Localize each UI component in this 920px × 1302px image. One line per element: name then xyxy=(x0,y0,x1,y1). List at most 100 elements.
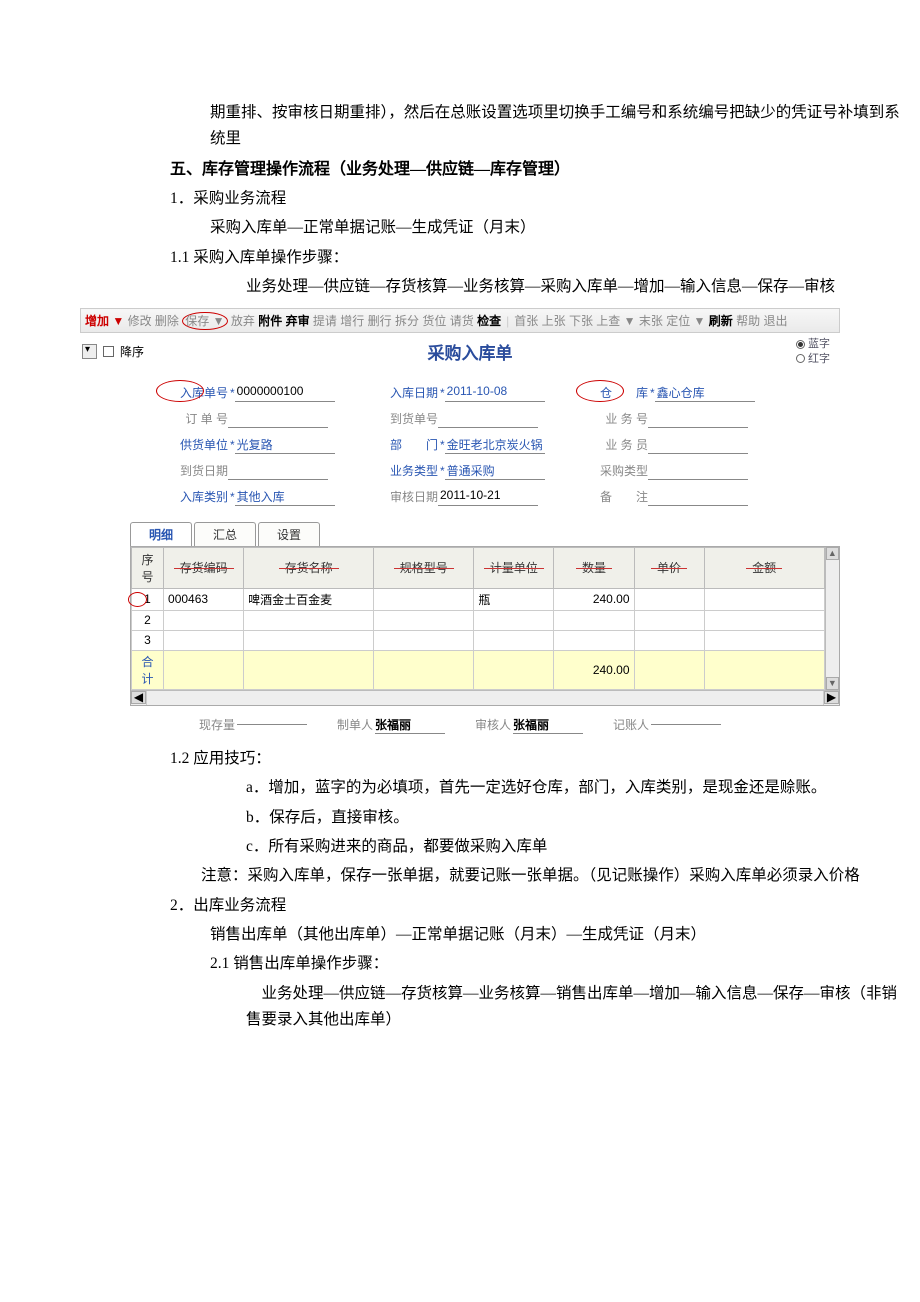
item-1-flow: 采购入库单—正常单据记账—生成凭证（月末） xyxy=(10,215,910,241)
color-radio-group: 蓝字 红字 xyxy=(796,337,838,366)
cell-r1-price[interactable] xyxy=(634,610,704,630)
toolbar-上查[interactable]: 上查 ▼ xyxy=(596,314,635,328)
field-value-业 务 号[interactable] xyxy=(648,410,748,428)
checker-label: 审核人 xyxy=(475,716,511,733)
radio-red[interactable] xyxy=(796,354,805,363)
toolbar-删行[interactable]: 删行 xyxy=(368,314,392,328)
continuation-text: 期重排、按审核日期重排），然后在总账设置选项里切换手工编号和系统编号把缺少的凭证… xyxy=(10,100,910,153)
toolbar: 增加 ▼ 修改 删除 保存 ▼ 放弃 附件 弃审 提请 增行 删行 拆分 货位 … xyxy=(80,308,840,333)
toolbar-修改[interactable]: 修改 xyxy=(128,314,152,328)
cell-r2-price[interactable] xyxy=(634,630,704,650)
field-value-到货单号[interactable] xyxy=(438,410,538,428)
cell-r1-code[interactable] xyxy=(164,610,244,630)
col-存货名称: 存货名称 xyxy=(244,547,374,588)
footer-fields: 现存量 制单人张福丽 审核人张福丽 记账人 xyxy=(80,706,840,740)
field-label-业 务 号: 业 务 号 xyxy=(580,410,648,427)
cell-r1-amt[interactable] xyxy=(704,610,824,630)
field-value-业 务 员[interactable] xyxy=(648,436,748,454)
scroll-down-icon[interactable]: ▼ xyxy=(826,677,839,690)
sort-label: 降序 xyxy=(120,343,144,360)
vertical-scrollbar[interactable]: ▲ ▼ xyxy=(825,547,839,690)
toolbar-首张[interactable]: 首张 xyxy=(514,314,538,328)
toolbar-增加[interactable]: 增加 ▼ xyxy=(85,314,124,328)
cell-r2-unit[interactable] xyxy=(474,630,554,650)
total-cell-3 xyxy=(374,650,474,689)
toolbar-退出[interactable]: 退出 xyxy=(764,314,788,328)
toolbar-末张[interactable]: 末张 xyxy=(639,314,663,328)
cell-r0-spec[interactable] xyxy=(374,588,474,610)
toolbar-帮助[interactable]: 帮助 xyxy=(736,314,760,328)
total-cell-0: 合计 xyxy=(132,650,164,689)
field-value-部 门[interactable]: 金旺老北京炭火锅 xyxy=(445,436,545,454)
cell-r2-n[interactable]: 3 xyxy=(132,630,164,650)
toolbar-请货[interactable]: 请货 xyxy=(450,314,474,328)
cell-r2-code[interactable] xyxy=(164,630,244,650)
horizontal-scrollbar[interactable]: ◀ ▶ xyxy=(131,690,839,705)
checker-value: 张福丽 xyxy=(513,716,583,734)
field-value-采购类型[interactable] xyxy=(648,462,748,480)
field-label-备 注: 备 注 xyxy=(580,488,648,505)
field-value-入库日期[interactable]: 2011-10-08 xyxy=(445,384,545,402)
cell-r0-name[interactable]: 啤酒金士百金麦 xyxy=(244,588,374,610)
total-cell-4 xyxy=(474,650,554,689)
field-label-到货单号: 到货单号 xyxy=(370,410,438,427)
toolbar-检查[interactable]: 检查 xyxy=(477,314,501,328)
tip-a: a．增加，蓝字的为必填项，首先一定选好仓库，部门，入库类别，是现金还是赊账。 xyxy=(10,775,910,801)
toolbar-拆分[interactable]: 拆分 xyxy=(395,314,419,328)
toolbar-刷新[interactable]: 刷新 xyxy=(709,314,733,328)
cell-r1-n[interactable]: 2 xyxy=(132,610,164,630)
scroll-left-icon[interactable]: ◀ xyxy=(131,691,146,704)
stock-value xyxy=(237,724,307,725)
field-value-备 注[interactable] xyxy=(648,488,748,506)
dropdown-icon[interactable] xyxy=(82,344,97,359)
toolbar-保存[interactable]: 保存 ▼ xyxy=(185,314,224,328)
toolbar-下张[interactable]: 下张 xyxy=(569,314,593,328)
field-value-审核日期[interactable]: 2011-10-21 xyxy=(438,488,538,506)
sort-checkbox[interactable] xyxy=(103,346,114,357)
cell-r2-qty[interactable] xyxy=(554,630,634,650)
cell-r1-name[interactable] xyxy=(244,610,374,630)
tab-summary[interactable]: 汇总 xyxy=(194,522,256,546)
col-单价: 单价 xyxy=(634,547,704,588)
field-value-到货日期[interactable] xyxy=(228,462,328,480)
section-5-heading: 五、库存管理操作流程（业务处理—供应链—库存管理） xyxy=(10,156,910,183)
form-fields: 入库单号 *0000000100入库日期 *2011-10-08仓 库 *鑫心仓… xyxy=(80,372,840,518)
cell-r0-amt[interactable] xyxy=(704,588,824,610)
cell-r0-n[interactable]: 1 xyxy=(132,588,164,610)
cell-r2-spec[interactable] xyxy=(374,630,474,650)
stock-label: 现存量 xyxy=(199,716,235,733)
toolbar-上张[interactable]: 上张 xyxy=(542,314,566,328)
toolbar-放弃[interactable]: 放弃 xyxy=(231,314,255,328)
field-value-入库单号[interactable]: 0000000100 xyxy=(235,384,335,402)
cell-r1-spec[interactable] xyxy=(374,610,474,630)
cell-r0-code[interactable]: 000463 xyxy=(164,588,244,610)
field-value-业务类型[interactable]: 普通采购 xyxy=(445,462,545,480)
item-2: 2．出库业务流程 xyxy=(10,893,910,919)
cell-r1-unit[interactable] xyxy=(474,610,554,630)
cell-r0-qty[interactable]: 240.00 xyxy=(554,588,634,610)
radio-blue[interactable] xyxy=(796,340,805,349)
toolbar-定位[interactable]: 定位 ▼ xyxy=(666,314,705,328)
field-value-订 单 号[interactable] xyxy=(228,410,328,428)
toolbar-附件[interactable]: 附件 xyxy=(258,314,282,328)
cell-r1-qty[interactable] xyxy=(554,610,634,630)
toolbar-增行[interactable]: 增行 xyxy=(340,314,364,328)
tab-settings[interactable]: 设置 xyxy=(258,522,320,546)
col-计量单位: 计量单位 xyxy=(474,547,554,588)
scroll-right-icon[interactable]: ▶ xyxy=(824,691,839,704)
toolbar-弃审[interactable]: 弃审 xyxy=(286,314,310,328)
field-value-仓 库[interactable]: 鑫心仓库 xyxy=(655,384,755,402)
col-规格型号: 规格型号 xyxy=(374,547,474,588)
toolbar-货位[interactable]: 货位 xyxy=(422,314,446,328)
toolbar-提请[interactable]: 提请 xyxy=(313,314,337,328)
cell-r0-unit[interactable]: 瓶 xyxy=(474,588,554,610)
cell-r2-name[interactable] xyxy=(244,630,374,650)
cell-r2-amt[interactable] xyxy=(704,630,824,650)
cell-r0-price[interactable] xyxy=(634,588,704,610)
scroll-up-icon[interactable]: ▲ xyxy=(826,547,839,560)
item-2-1-flow: 业务处理—供应链—存货核算—业务核算—销售出库单—增加—输入信息—保存—审核（非… xyxy=(10,981,910,1034)
field-value-供货单位[interactable]: 光复路 xyxy=(235,436,335,454)
field-value-入库类别[interactable]: 其他入库 xyxy=(235,488,335,506)
toolbar-删除[interactable]: 删除 xyxy=(155,314,179,328)
tab-detail[interactable]: 明细 xyxy=(130,522,192,546)
